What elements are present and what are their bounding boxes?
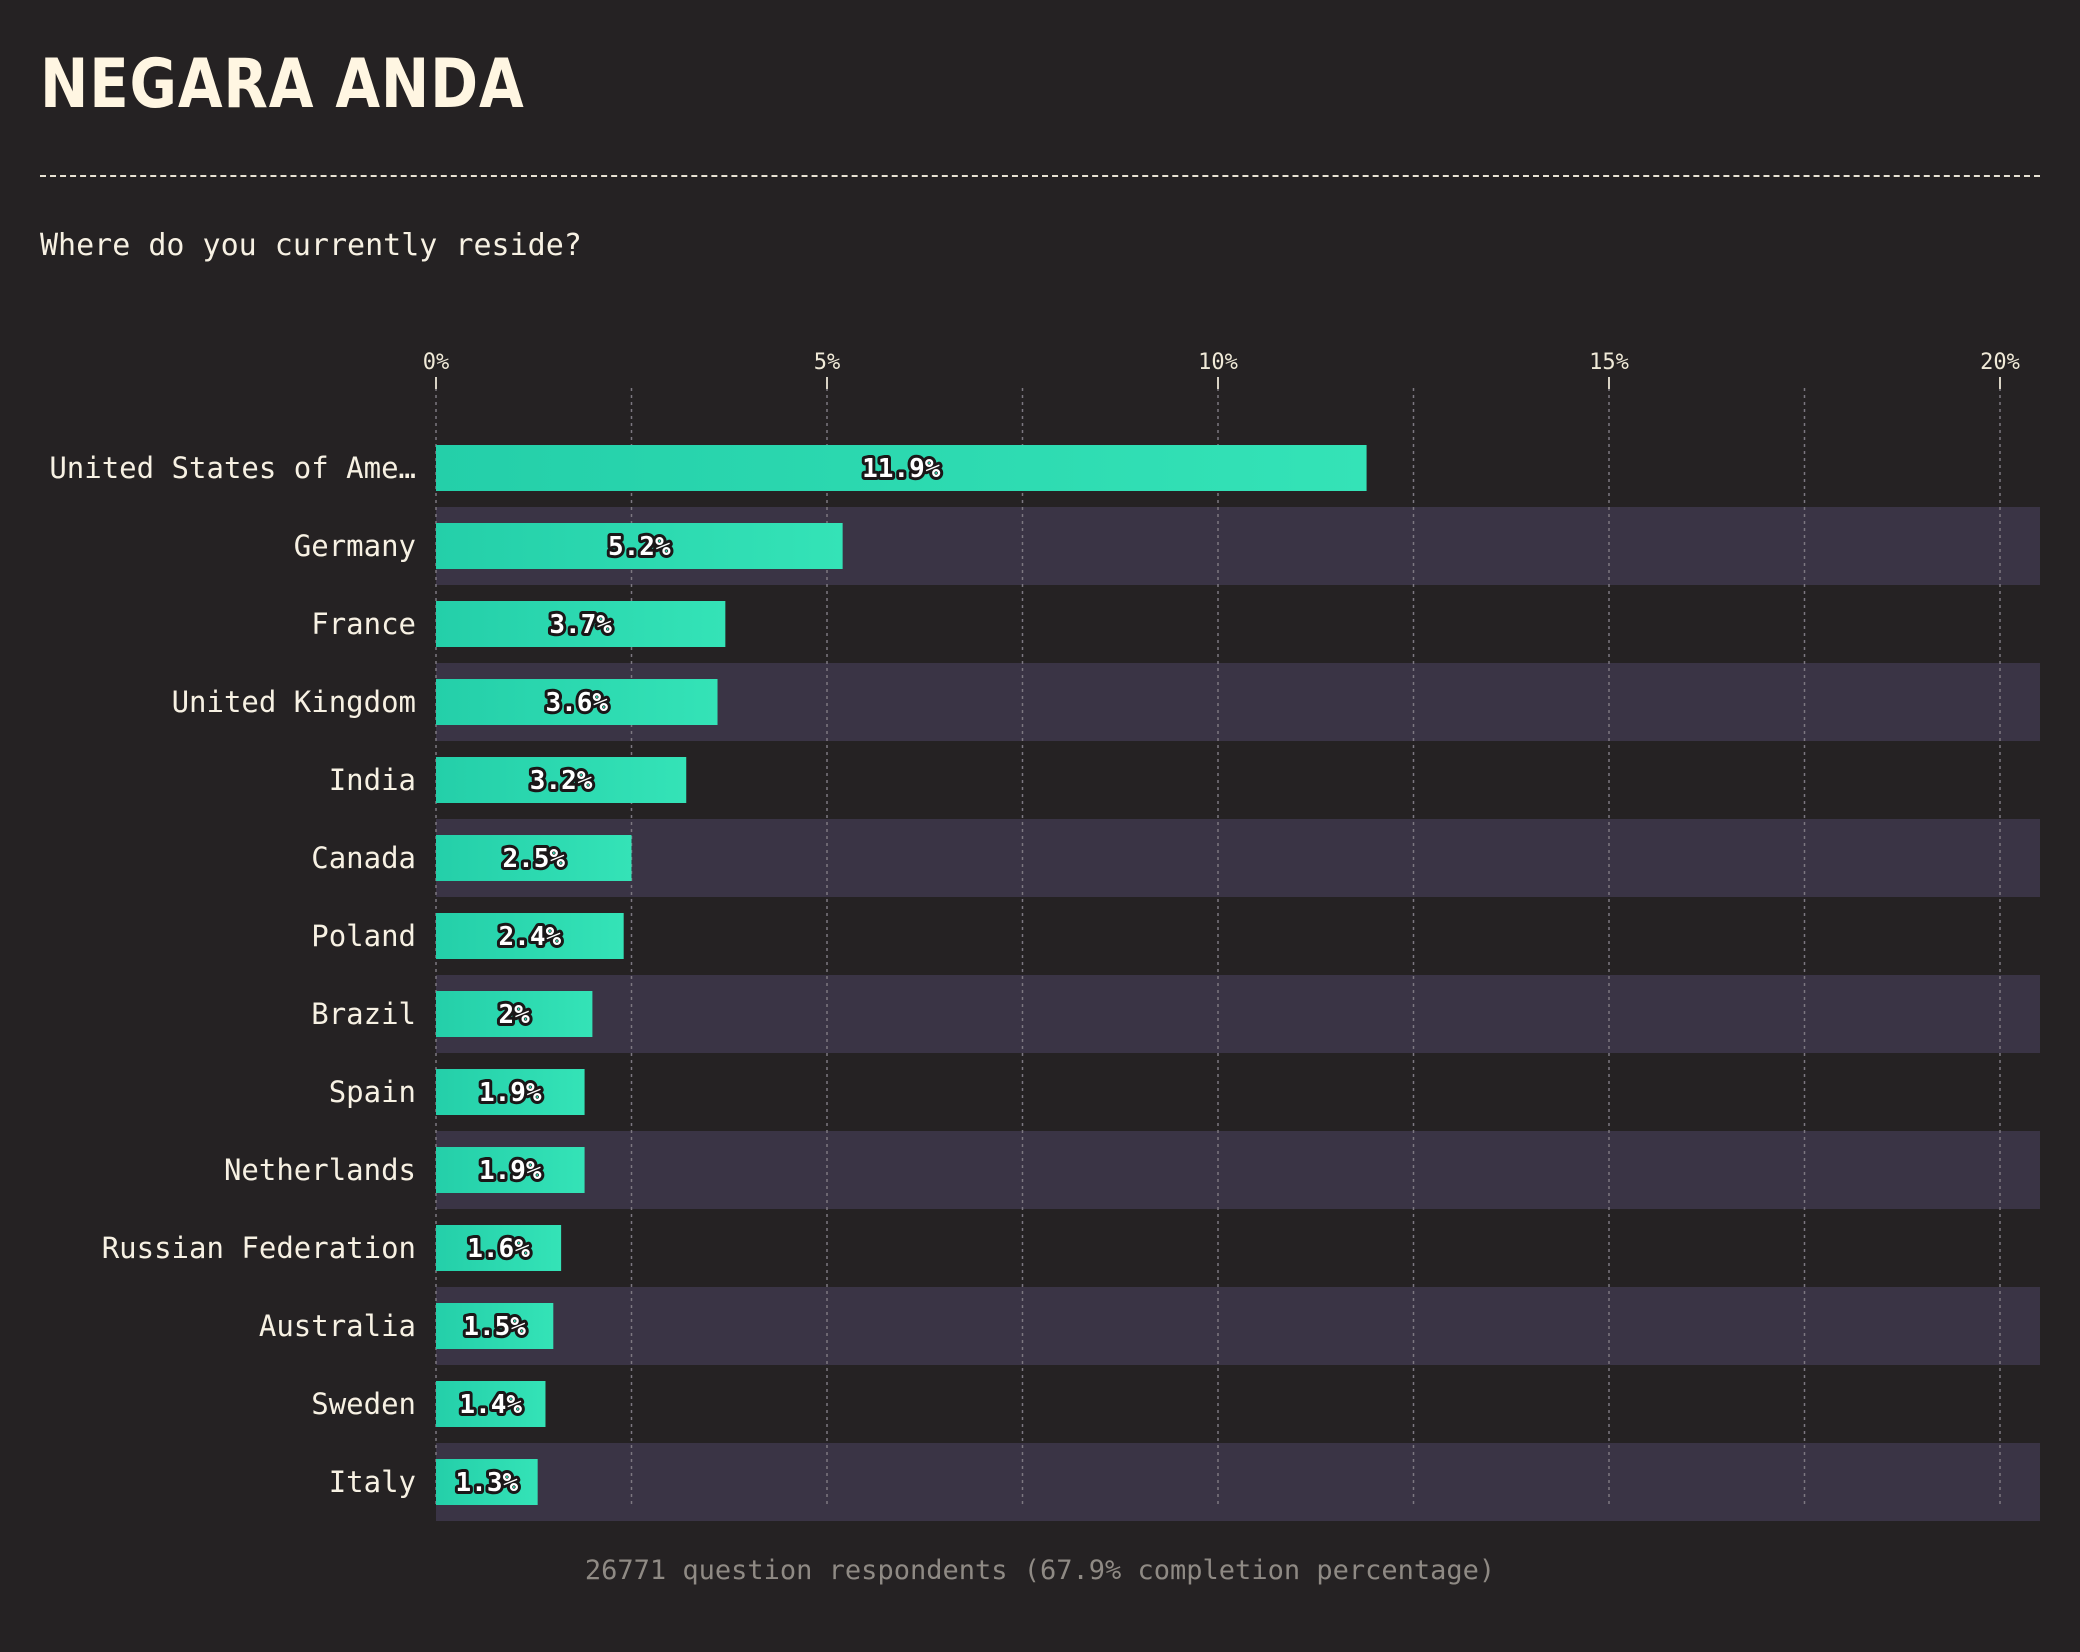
value-label: 2% [499, 1000, 531, 1030]
header-divider [40, 175, 2040, 177]
row-stripe [436, 975, 2040, 1053]
value-label: 1.9% [479, 1078, 542, 1108]
category-label: Sweden [311, 1387, 416, 1421]
category-label: Poland [311, 919, 416, 953]
chart-title: NEGARA ANDA [40, 45, 525, 124]
value-labels: 11.9% 5.2% 3.7% 3.6% 3.2% 2.5% 2.4% 2% 1.9% 1.9% 1… [453, 451, 944, 1501]
bar [436, 679, 718, 725]
category-label: United Kingdom [172, 685, 416, 719]
category-label: Germany [294, 529, 416, 563]
row-stripe [436, 1131, 2040, 1209]
x-tick-label: 10% [1198, 350, 1238, 375]
category-labels: United States of Ame… Germany France United… [49, 451, 416, 1499]
category-label: Italy [329, 1465, 416, 1499]
category-label: Netherlands [224, 1153, 416, 1187]
bar [436, 991, 593, 1037]
bar [436, 523, 843, 569]
x-tick-label: 0% [423, 350, 450, 375]
bar [436, 1381, 546, 1427]
value-label: 1.9% [479, 1156, 542, 1186]
x-tick-label: 15% [1589, 350, 1629, 375]
value-label: 3.6% [545, 688, 608, 718]
bar [436, 601, 726, 647]
value-label: 1.6% [467, 1234, 530, 1264]
respondents-note: 26771 question respondents (67.9% comple… [584, 1555, 1496, 1586]
row-stripe [436, 1287, 2040, 1365]
value-label: 1.5% [463, 1312, 526, 1342]
bar [436, 1225, 562, 1271]
value-label: 3.7% [549, 610, 612, 640]
value-label: 2.4% [499, 922, 562, 952]
bar [436, 1303, 554, 1349]
row-stripe [436, 819, 2040, 897]
bar [436, 1069, 585, 1115]
value-label: 11.9% [862, 454, 941, 484]
value-label: 3.2% [530, 766, 593, 796]
value-label: 1.3% [456, 1468, 519, 1498]
category-label: Canada [311, 841, 416, 875]
bar [436, 913, 624, 959]
bar [436, 1459, 538, 1505]
category-label: India [329, 763, 416, 797]
value-label: 1.4% [459, 1390, 522, 1420]
x-tick-label: 20% [1980, 350, 2020, 375]
value-label: 5.2% [608, 532, 671, 562]
category-label: France [311, 607, 416, 641]
row-stripes [436, 507, 2040, 1521]
bars [436, 445, 1367, 1505]
value-label: 2.5% [502, 844, 565, 874]
category-label: Spain [329, 1075, 416, 1109]
bar-chart: 0% 5% 10% 15% 20% United States of Ame… Germa… [49, 350, 2040, 1521]
x-axis: 0% 5% 10% 15% 20% [423, 350, 2020, 389]
x-tick-label: 5% [814, 350, 841, 375]
bar [436, 445, 1367, 491]
bar [436, 757, 687, 803]
category-label: Russian Federation [102, 1231, 416, 1265]
question-text: Where do you currently reside? [40, 228, 582, 263]
category-label: United States of Ame… [49, 451, 416, 485]
category-label: Australia [259, 1309, 416, 1343]
category-label: Brazil [311, 997, 416, 1031]
bar [436, 835, 632, 881]
row-stripe [436, 1443, 2040, 1521]
bar [436, 1147, 585, 1193]
